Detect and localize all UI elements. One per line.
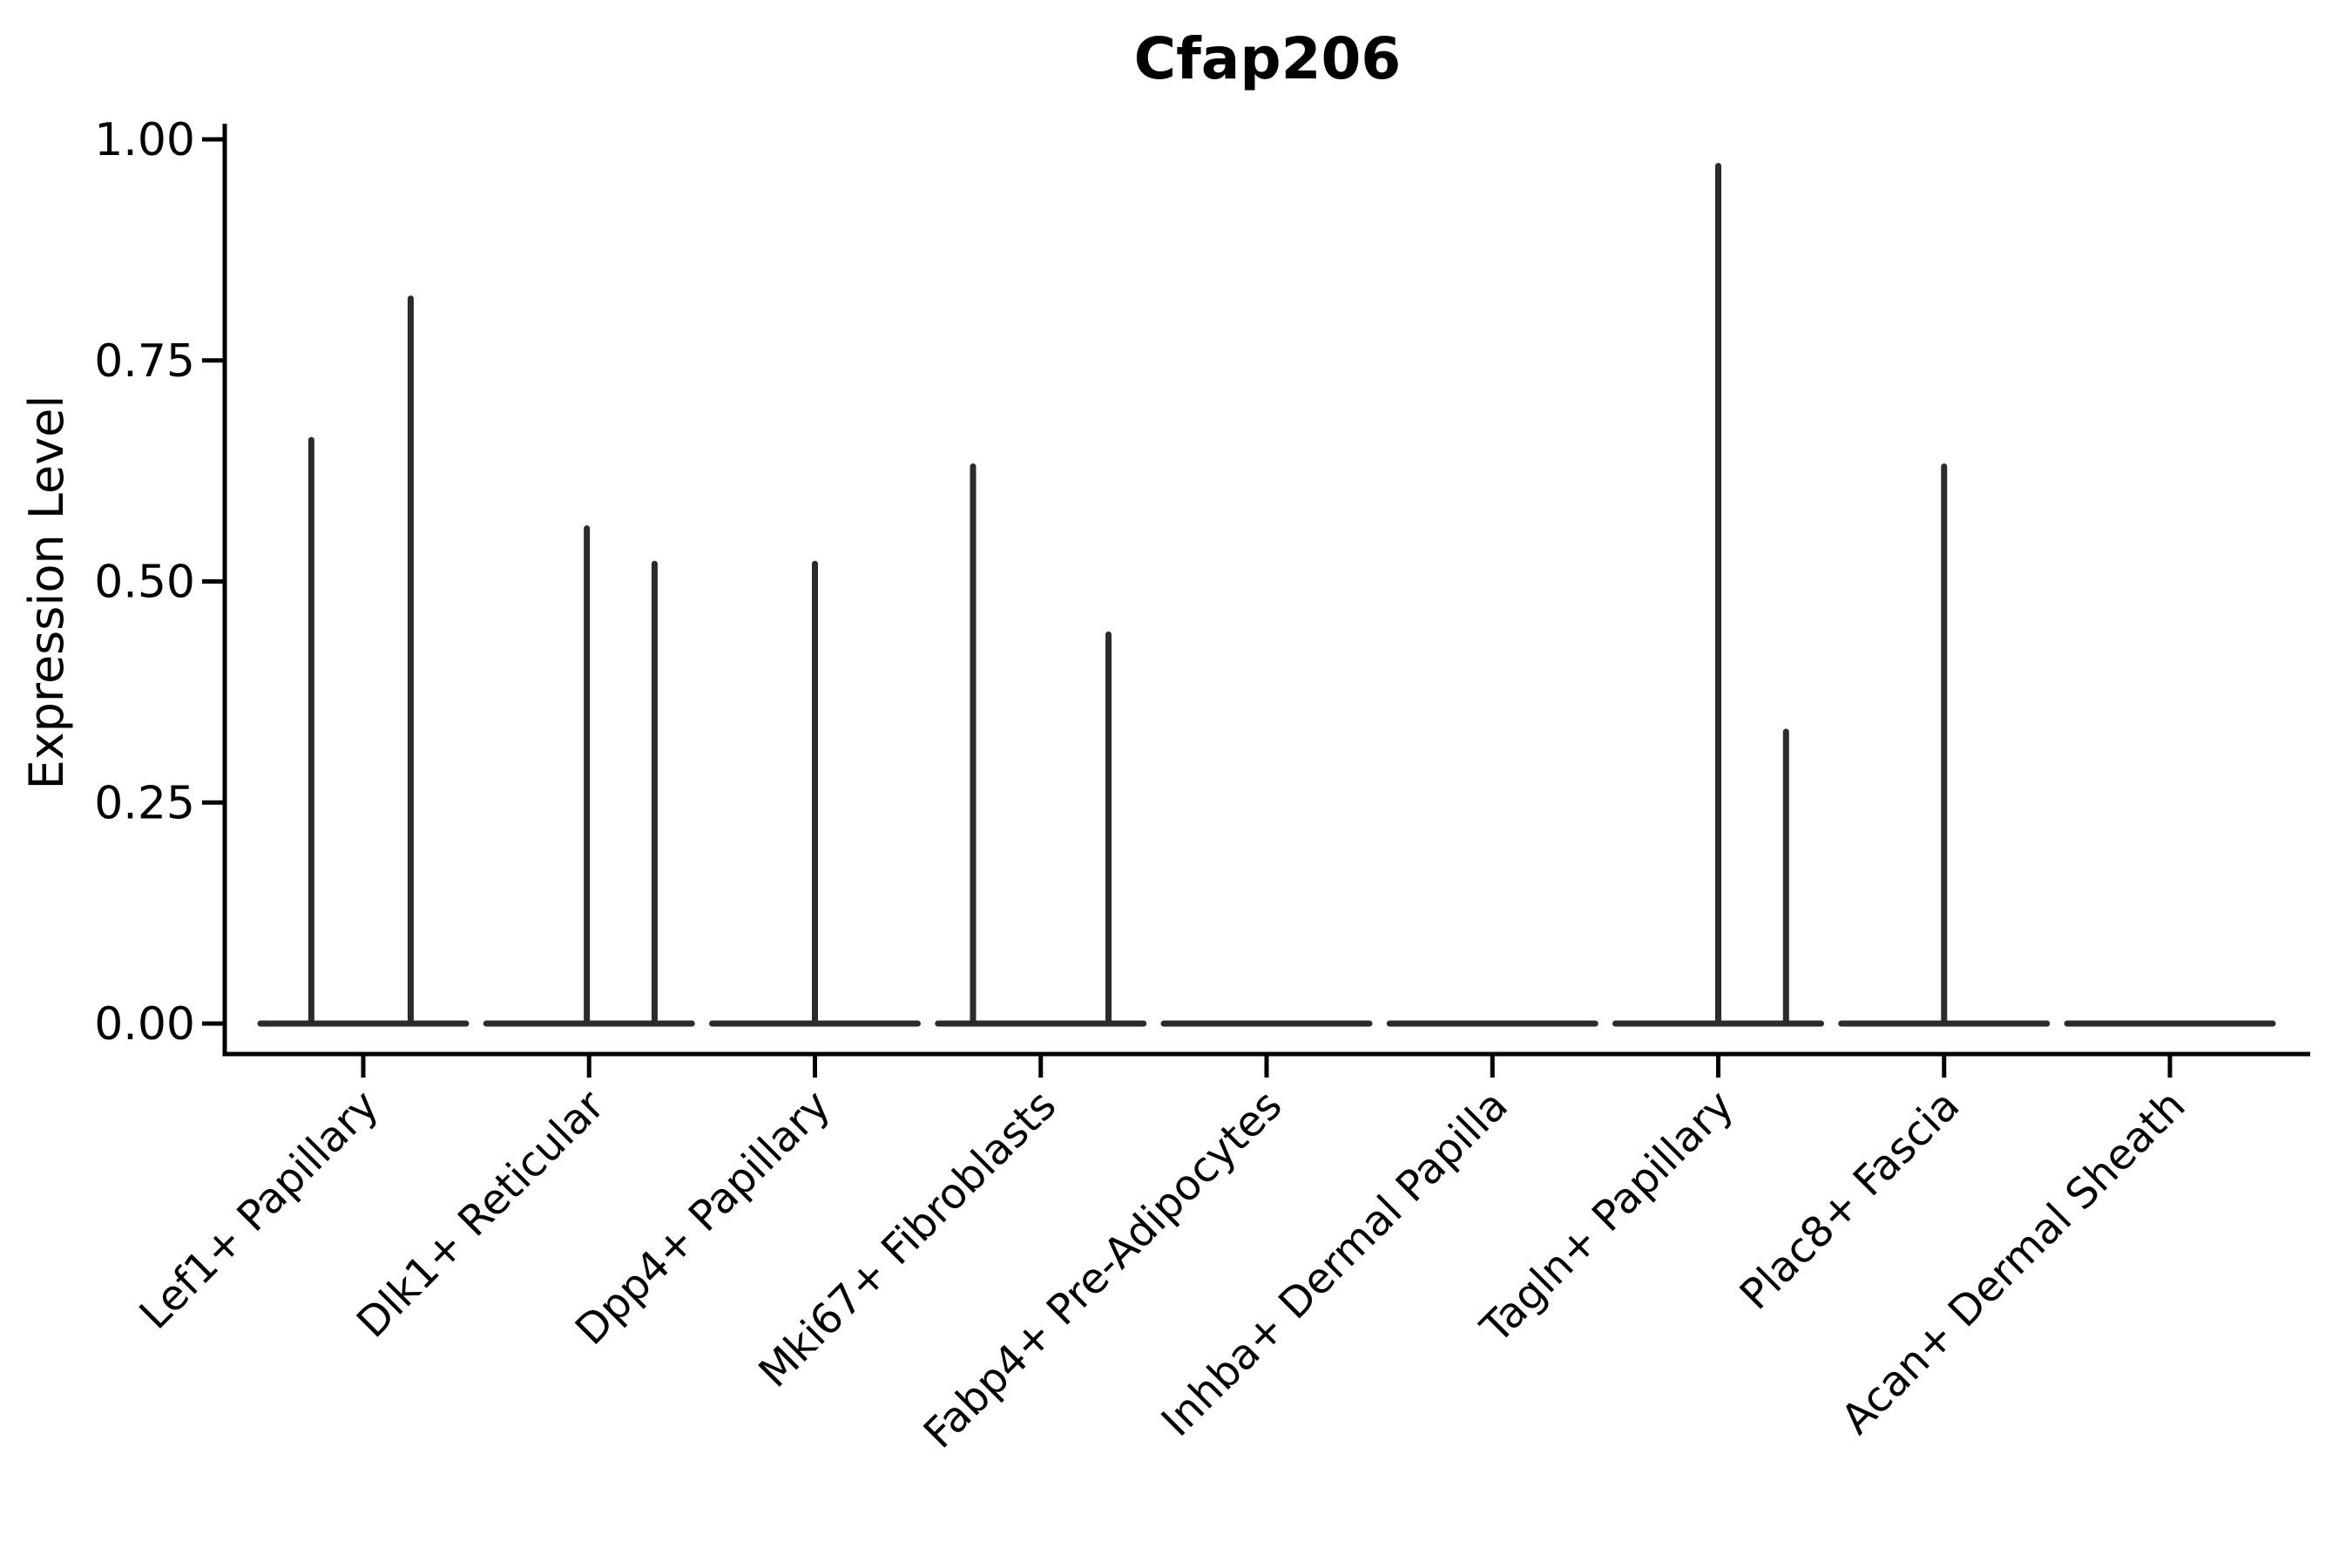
y-tick-label: 0.50 xyxy=(94,557,195,609)
y-tick-label: 0.75 xyxy=(94,335,195,388)
chart-title: Cfap206 xyxy=(1134,25,1402,92)
x-tick-label: Lef1+ Papillary xyxy=(131,1081,389,1339)
violins-layer xyxy=(257,162,2276,1027)
x-tick-label: Plac8+ Fascia xyxy=(1731,1081,1970,1320)
y-tick-label: 0.00 xyxy=(94,998,195,1051)
violin xyxy=(1612,162,1824,1027)
y-tick-label: 1.00 xyxy=(94,114,195,166)
axes-layer: 0.00 0.25 0.50 0.75 1.00 Lef1+ PapillaryDlk1+… xyxy=(94,114,2310,1458)
x-tick-label: Fabp4+ Pre-Adipocytes xyxy=(915,1081,1292,1458)
y-axis-label: Expression Level xyxy=(19,395,74,790)
violin xyxy=(483,525,695,1027)
violin xyxy=(935,463,1147,1027)
violin xyxy=(1838,463,2051,1027)
y-tick-label: 0.25 xyxy=(94,777,195,829)
x-tick-label: Tagln+ Papillary xyxy=(1471,1081,1743,1353)
violin xyxy=(709,560,921,1027)
violin xyxy=(257,295,470,1027)
x-tick-label: Dlk1+ Reticular xyxy=(348,1081,614,1348)
